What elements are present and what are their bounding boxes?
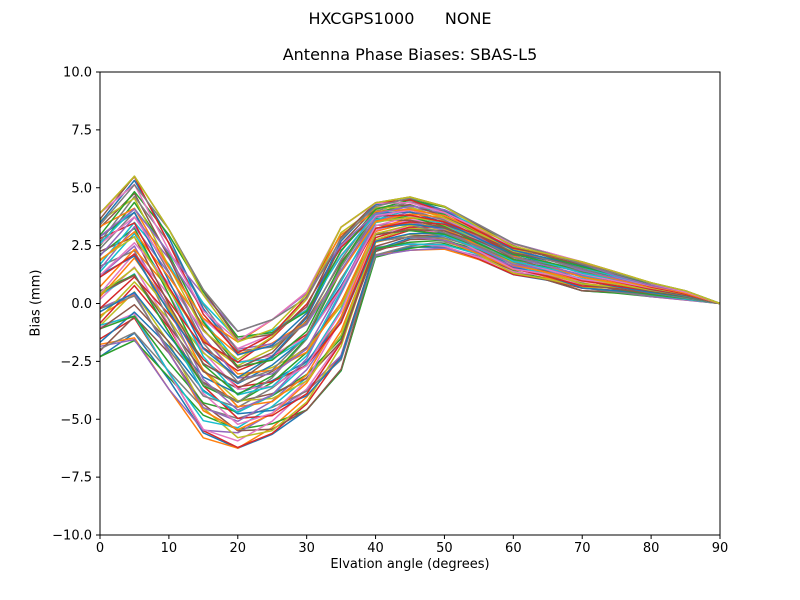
y-tick-label: 0.0 (71, 297, 92, 312)
y-tick-label: −5.0 (60, 413, 92, 428)
x-tick-label: 40 (367, 541, 384, 556)
x-axis-label: Elvation angle (degrees) (330, 557, 490, 572)
y-tick-label: −2.5 (60, 355, 92, 370)
chart-title: Antenna Phase Biases: SBAS-L5 (282, 45, 538, 64)
x-tick-label: 0 (96, 541, 104, 556)
series-line (99, 184, 721, 333)
x-tick-label: 30 (298, 541, 315, 556)
x-tick-label: 50 (436, 541, 453, 556)
y-axis-label: Bias (mm) (28, 269, 44, 337)
series-line (99, 175, 721, 343)
y-tick-label: −7.5 (60, 471, 92, 486)
y-tick-label: 7.5 (71, 123, 92, 138)
figure-suptitle: HXCGPS1000 NONE (308, 9, 492, 28)
x-tick-label: 80 (643, 541, 660, 556)
x-tick-label: 60 (505, 541, 522, 556)
y-tick-label: 10.0 (63, 66, 92, 81)
series-line (99, 213, 721, 356)
y-tick-label: 5.0 (71, 181, 92, 196)
series-line (99, 226, 721, 388)
x-tick-label: 70 (574, 541, 591, 556)
series-line (99, 242, 721, 431)
series-line (99, 224, 721, 404)
x-tick-label: 90 (712, 541, 729, 556)
x-tick-label: 10 (161, 541, 178, 556)
y-tick-label: −10.0 (52, 529, 92, 544)
x-tick-label: 20 (230, 541, 247, 556)
series-line (99, 232, 721, 395)
y-tick-label: 2.5 (71, 239, 92, 254)
series-line (99, 217, 721, 375)
series-line (99, 224, 721, 378)
